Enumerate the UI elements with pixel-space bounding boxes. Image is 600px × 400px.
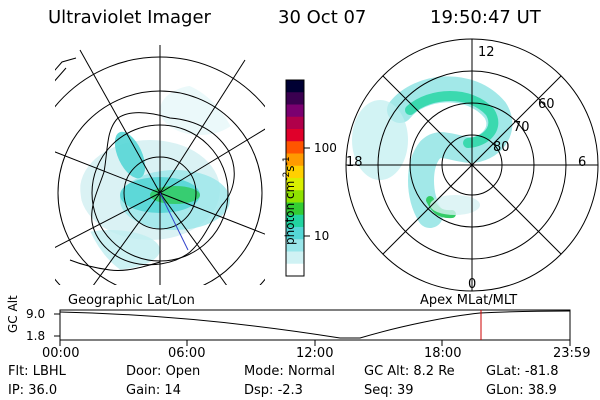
status-glon: GLon: 38.9 [486, 383, 557, 398]
colorbar-segment [286, 129, 304, 142]
altitude-curve [59, 310, 571, 339]
colorbar-segment [286, 251, 304, 265]
status-gc-alt: GC Alt: 8.2 Re [364, 364, 455, 379]
timeline-ymin: 1.8 [26, 329, 46, 343]
colorbar-segment [286, 116, 304, 130]
status-filter: Flt: LBHL [8, 364, 66, 379]
mlt-label-0: 0 [468, 277, 477, 292]
colorbar-segment [286, 239, 304, 252]
colorbar-segment [286, 190, 304, 203]
colorbar-segment [286, 165, 304, 179]
status-seq: Seq: 39 [364, 383, 414, 398]
timeline-tick-1200: 12:00 [296, 346, 334, 361]
status-glat: GLat: -81.8 [486, 364, 559, 379]
status-dsp: Dsp: -2.3 [244, 383, 303, 398]
mlat-label-80: 80 [493, 140, 510, 155]
mlat-label-70: 70 [513, 120, 530, 135]
colorbar-segment [286, 178, 304, 191]
colorbar-segment [286, 92, 304, 105]
status-mode: Mode: Normal [244, 364, 335, 379]
mlt-label-6: 6 [578, 155, 587, 170]
status-gain: Gain: 14 [126, 383, 181, 398]
timeline-ymax: 9.0 [26, 307, 46, 321]
colorbar-segment [286, 80, 304, 93]
timeline-tick-0600: 06:00 [168, 346, 206, 361]
timeline-tick-0000: 00:00 [42, 346, 80, 361]
status-door: Door: Open [126, 364, 201, 379]
timeline-tick-2359: 23:59 [553, 346, 591, 361]
colorbar-tick-100: 100 [314, 141, 337, 155]
timeline-tick-1800: 18:00 [424, 346, 462, 361]
mlat-label-60: 60 [538, 97, 555, 112]
date-label: 30 Oct 07 [278, 7, 367, 28]
colorbar-segment [286, 227, 304, 240]
colorbar-segment [286, 153, 304, 167]
geographic-map-label: Geographic Lat/Lon [68, 293, 195, 308]
colorbar-segment [286, 104, 304, 118]
mlt-label-18: 18 [346, 155, 363, 170]
colorbar-tick-10: 10 [314, 229, 330, 243]
colorbar-segment [286, 141, 304, 154]
time-label: 19:50:47 UT [430, 7, 541, 28]
status-ip: IP: 36.0 [8, 383, 58, 398]
colorbar-unit: photon cm-2s-1 [282, 156, 297, 245]
magnetic-map-label: Apex MLat/MLT [420, 293, 518, 308]
colorbar [286, 80, 304, 277]
orbit-timeline-frame [59, 309, 571, 341]
colorbar-segment [286, 214, 304, 228]
instrument-title: Ultraviolet Imager [48, 7, 211, 28]
colorbar-segment [286, 263, 304, 277]
mlt-label-12: 12 [478, 45, 495, 60]
timeline-axis-label: GC Alt [6, 295, 20, 333]
colorbar-segment [286, 202, 304, 216]
